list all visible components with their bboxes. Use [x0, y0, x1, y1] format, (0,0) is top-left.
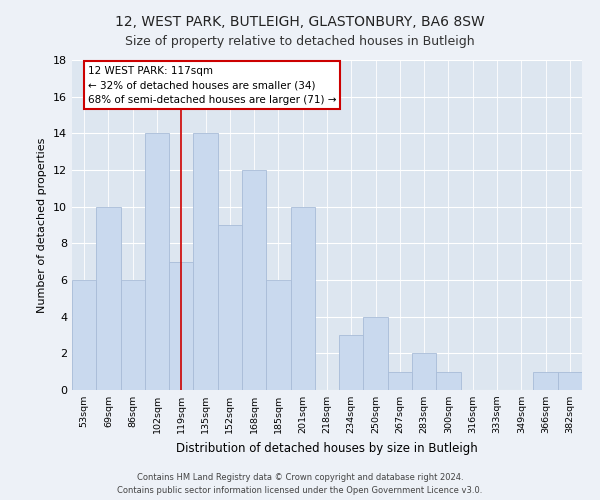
- Bar: [388, 372, 412, 390]
- Bar: [290, 206, 315, 390]
- Text: 12, WEST PARK, BUTLEIGH, GLASTONBURY, BA6 8SW: 12, WEST PARK, BUTLEIGH, GLASTONBURY, BA…: [115, 15, 485, 29]
- Bar: [533, 372, 558, 390]
- Text: 12 WEST PARK: 117sqm
← 32% of detached houses are smaller (34)
68% of semi-detac: 12 WEST PARK: 117sqm ← 32% of detached h…: [88, 66, 336, 105]
- Bar: [558, 372, 582, 390]
- Bar: [121, 280, 145, 390]
- Bar: [145, 134, 169, 390]
- X-axis label: Distribution of detached houses by size in Butleigh: Distribution of detached houses by size …: [176, 442, 478, 455]
- Text: Size of property relative to detached houses in Butleigh: Size of property relative to detached ho…: [125, 35, 475, 48]
- Bar: [436, 372, 461, 390]
- Text: Contains HM Land Registry data © Crown copyright and database right 2024.
Contai: Contains HM Land Registry data © Crown c…: [118, 474, 482, 495]
- Bar: [412, 354, 436, 390]
- Bar: [96, 206, 121, 390]
- Bar: [242, 170, 266, 390]
- Bar: [364, 316, 388, 390]
- Bar: [218, 225, 242, 390]
- Y-axis label: Number of detached properties: Number of detached properties: [37, 138, 47, 312]
- Bar: [266, 280, 290, 390]
- Bar: [339, 335, 364, 390]
- Bar: [193, 134, 218, 390]
- Bar: [169, 262, 193, 390]
- Bar: [72, 280, 96, 390]
